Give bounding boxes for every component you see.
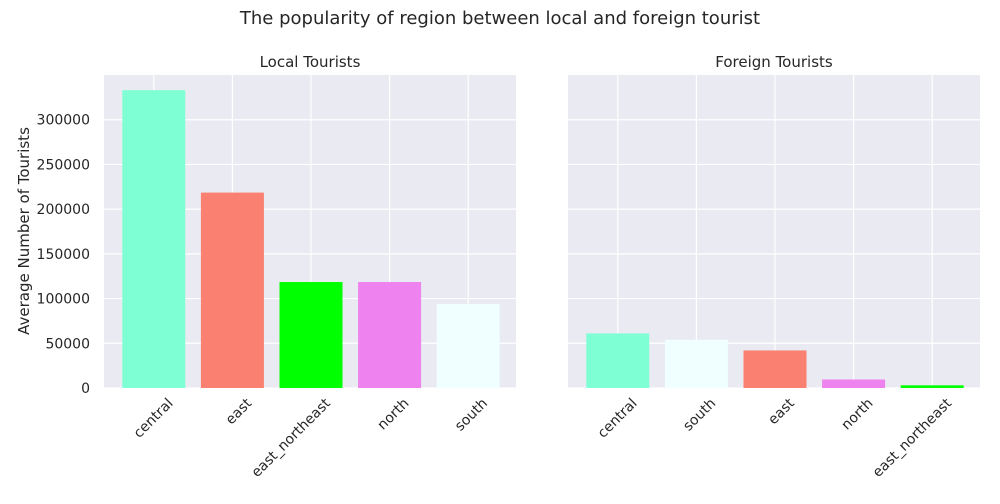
local-bar-east [200,192,264,388]
local-bar-central [122,90,186,389]
y-tick-label: 250000 [37,157,90,173]
local-x-tick-label: east_northeast [249,395,335,481]
foreign-x-tick-label: south [680,396,719,435]
y-tick-label: 200000 [37,202,90,218]
y-tick-label: 100000 [37,292,90,308]
local-x-tick-label: east [223,395,256,428]
local-bar-south [436,303,500,388]
foreign-bars [586,333,964,388]
foreign-x-tick-label: east_northeast [870,395,956,481]
y-tick-label: 150000 [37,247,90,263]
y-tick-label: 50000 [45,336,90,352]
local-y-ticks: 0 50000 100000 150000 200000 250000 300000 [37,113,90,397]
foreign-x-tick-label: central [595,396,641,442]
foreign-bar-south [664,339,728,388]
local-bar-east_northeast [279,282,343,388]
local-tourists-panel: 0 50000 100000 150000 200000 250000 300000 cen… [15,53,516,481]
foreign-panel-title: Foreign Tourists [715,53,833,71]
local-x-tick-label: south [452,396,491,435]
local-x-tick-label: north [375,396,413,434]
foreign-bar-north [822,379,886,388]
local-bar-north [358,282,422,388]
foreign-x-ticks: central south east northeast_northeast [595,395,956,481]
foreign-tourists-panel: central south east northeast_northeast Fore… [568,53,980,481]
foreign-x-tick-label: north [839,396,877,434]
y-tick-label: 300000 [37,113,90,129]
local-panel-title: Local Tourists [260,53,361,71]
foreign-x-tick-label: east [765,395,798,428]
y-axis-label: Average Number of Tourists [15,127,33,335]
local-x-tick-label: central [131,396,177,442]
foreign-bar-central [586,333,650,388]
foreign-bar-east_northeast [900,385,964,388]
y-tick-label: 0 [81,381,90,397]
local-bars [122,90,500,389]
foreign-bar-east [743,350,807,388]
figure-title: The popularity of region between local a… [239,8,760,29]
